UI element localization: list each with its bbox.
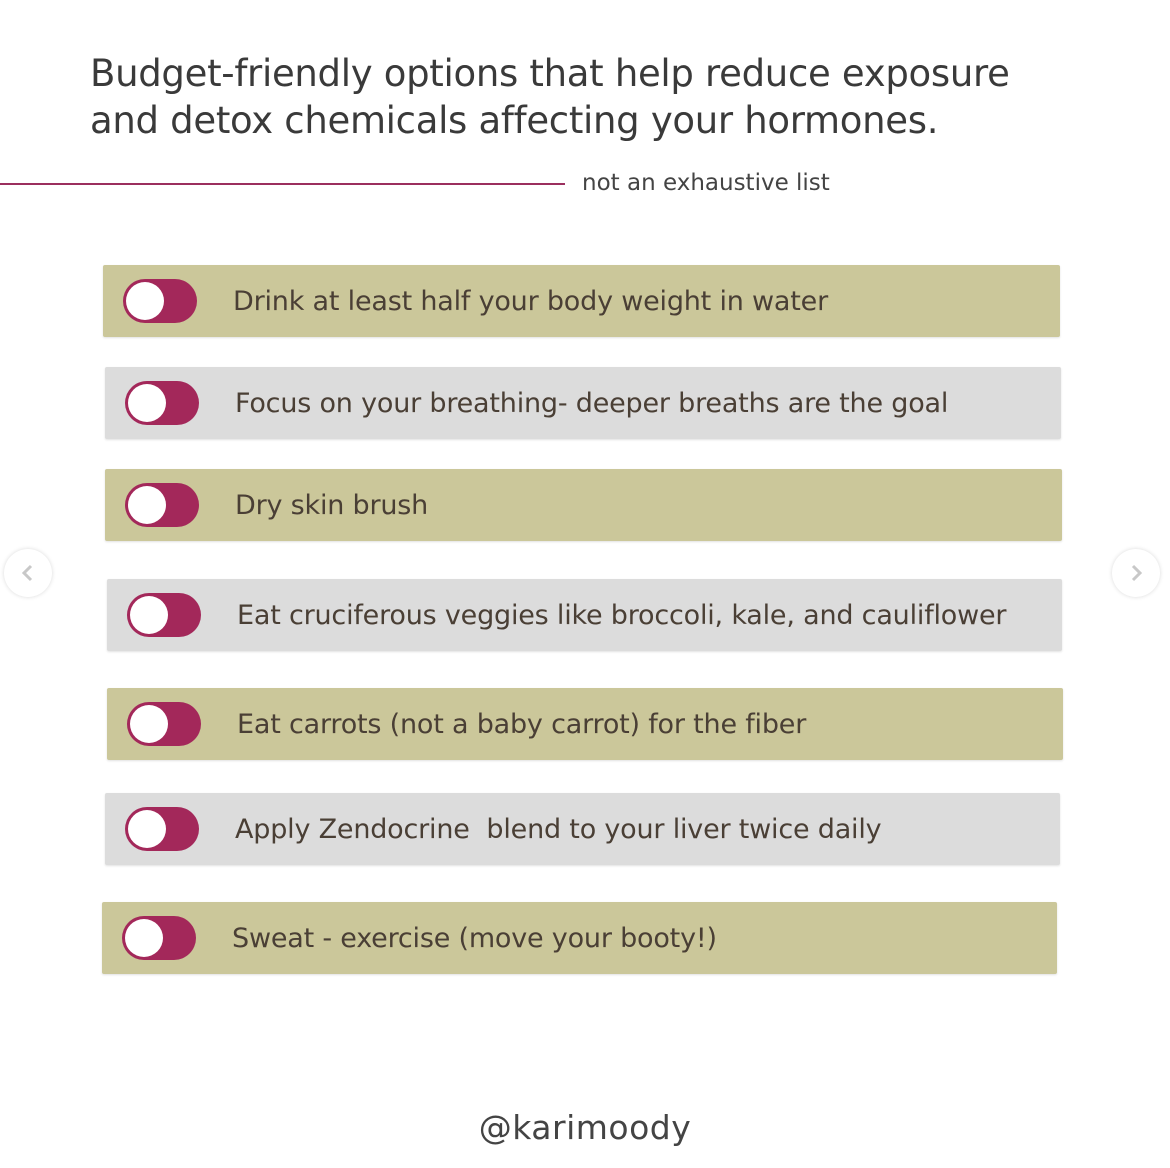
checklist-item: Sweat - exercise (move your booty!)	[102, 902, 1057, 974]
page-title: Budget-friendly options that help reduce…	[90, 50, 1010, 144]
checklist-item: Eat carrots (not a baby carrot) for the …	[107, 688, 1063, 760]
next-button[interactable]	[1112, 549, 1160, 597]
toggle-knob	[125, 919, 163, 957]
toggle-switch[interactable]	[127, 593, 201, 637]
checklist-item: Drink at least half your body weight in …	[103, 265, 1060, 337]
toggle-knob	[130, 596, 168, 634]
checklist-item-label: Eat cruciferous veggies like broccoli, k…	[237, 599, 1007, 631]
checklist-item: Focus on your breathing- deeper breaths …	[105, 367, 1061, 439]
checklist-item-label: Sweat - exercise (move your booty!)	[232, 922, 717, 954]
toggle-knob	[126, 282, 164, 320]
toggle-switch[interactable]	[125, 807, 199, 851]
toggle-switch[interactable]	[125, 381, 199, 425]
divider	[0, 183, 565, 185]
toggle-knob	[130, 705, 168, 743]
toggle-switch[interactable]	[123, 279, 197, 323]
subtitle: not an exhaustive list	[582, 170, 830, 196]
previous-button[interactable]	[4, 549, 52, 597]
checklist-item-label: Focus on your breathing- deeper breaths …	[235, 387, 949, 419]
checklist-item: Eat cruciferous veggies like broccoli, k…	[107, 579, 1062, 651]
checklist-item-label: Drink at least half your body weight in …	[233, 285, 828, 317]
toggle-switch[interactable]	[127, 702, 201, 746]
toggle-knob	[128, 810, 166, 848]
toggle-knob	[128, 384, 166, 422]
chevron-left-icon	[21, 564, 33, 582]
toggle-switch[interactable]	[122, 916, 196, 960]
checklist-item-label: Dry skin brush	[235, 489, 429, 521]
author-handle: @karimoody	[478, 1108, 692, 1147]
checklist-item: Apply Zendocrine blend to your liver twi…	[105, 793, 1060, 865]
chevron-right-icon	[1131, 564, 1143, 582]
title-line-1: Budget-friendly options that help reduce…	[90, 52, 1010, 95]
toggle-knob	[128, 486, 166, 524]
checklist-item: Dry skin brush	[105, 469, 1062, 541]
checklist-item-label: Eat carrots (not a baby carrot) for the …	[237, 708, 807, 740]
title-line-2: and detox chemicals affecting your hormo…	[90, 99, 939, 142]
checklist-item-label: Apply Zendocrine blend to your liver twi…	[235, 813, 882, 845]
toggle-switch[interactable]	[125, 483, 199, 527]
